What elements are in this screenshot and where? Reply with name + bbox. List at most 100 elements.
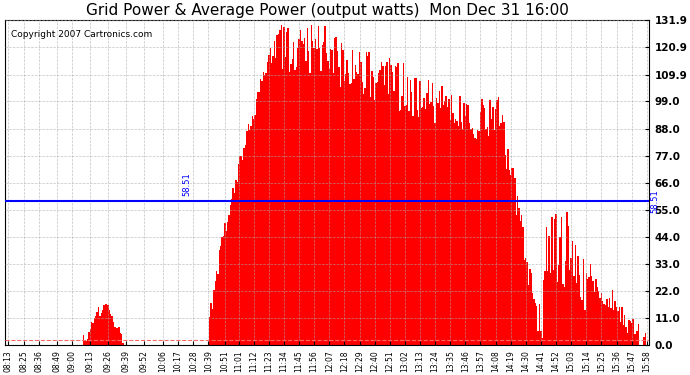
Bar	[518, 208, 520, 345]
Bar	[381, 62, 382, 345]
Bar	[474, 138, 475, 345]
Bar	[473, 134, 474, 345]
Bar	[382, 66, 384, 345]
Bar	[406, 105, 407, 345]
Bar	[299, 30, 301, 345]
Bar	[312, 40, 313, 345]
Bar	[450, 120, 451, 345]
Bar	[628, 320, 629, 345]
Bar	[94, 318, 95, 345]
Text: Copyright 2007 Cartronics.com: Copyright 2007 Cartronics.com	[12, 30, 152, 39]
Bar	[466, 104, 467, 345]
Bar	[467, 105, 469, 345]
Bar	[255, 115, 256, 345]
Bar	[270, 48, 271, 345]
Bar	[253, 119, 255, 345]
Bar	[526, 262, 528, 345]
Bar	[112, 316, 113, 345]
Bar	[327, 61, 328, 345]
Bar	[435, 123, 436, 345]
Bar	[507, 149, 509, 345]
Bar	[260, 80, 262, 345]
Bar	[304, 38, 305, 345]
Bar	[546, 227, 547, 345]
Bar	[572, 241, 573, 345]
Bar	[551, 217, 553, 345]
Bar	[460, 122, 462, 345]
Bar	[113, 322, 115, 345]
Bar	[547, 271, 549, 345]
Bar	[424, 98, 425, 345]
Bar	[514, 178, 515, 345]
Bar	[521, 215, 522, 345]
Bar	[226, 231, 227, 345]
Bar	[573, 276, 575, 345]
Bar	[442, 86, 443, 345]
Bar	[544, 270, 546, 345]
Bar	[310, 25, 312, 345]
Bar	[241, 156, 242, 345]
Bar	[231, 199, 233, 345]
Bar	[587, 279, 589, 345]
Bar	[346, 60, 348, 345]
Bar	[495, 109, 496, 345]
Bar	[397, 63, 399, 345]
Bar	[502, 115, 503, 345]
Bar	[285, 57, 286, 345]
Bar	[216, 271, 217, 345]
Bar	[604, 304, 605, 345]
Bar	[643, 337, 644, 345]
Bar	[324, 26, 326, 345]
Bar	[219, 250, 220, 345]
Bar	[396, 67, 397, 345]
Bar	[503, 122, 504, 345]
Bar	[535, 303, 536, 345]
Bar	[333, 73, 334, 345]
Bar	[554, 219, 555, 345]
Bar	[91, 322, 92, 345]
Bar	[425, 109, 426, 345]
Bar	[531, 273, 532, 345]
Bar	[528, 285, 529, 345]
Bar	[429, 104, 431, 345]
Bar	[374, 100, 375, 345]
Bar	[448, 99, 450, 345]
Bar	[593, 281, 594, 345]
Bar	[267, 62, 268, 345]
Bar	[302, 44, 304, 345]
Bar	[101, 314, 102, 345]
Bar	[583, 259, 584, 345]
Bar	[500, 123, 502, 345]
Bar	[635, 334, 636, 345]
Bar	[415, 78, 417, 345]
Bar	[248, 124, 249, 345]
Bar	[499, 126, 500, 345]
Bar	[533, 299, 535, 345]
Bar	[106, 304, 108, 345]
Bar	[475, 139, 477, 345]
Bar	[392, 72, 393, 345]
Bar	[491, 119, 492, 345]
Bar	[228, 215, 230, 345]
Bar	[364, 87, 366, 345]
Bar	[115, 327, 116, 345]
Bar	[605, 305, 607, 345]
Bar	[629, 321, 631, 345]
Bar	[282, 69, 284, 345]
Bar	[116, 328, 117, 345]
Bar	[632, 319, 633, 345]
Bar	[356, 72, 357, 345]
Bar	[444, 100, 446, 345]
Bar	[456, 121, 457, 345]
Bar	[617, 311, 618, 345]
Bar	[540, 331, 542, 345]
Bar	[123, 343, 124, 345]
Bar	[235, 180, 237, 345]
Bar	[463, 103, 464, 345]
Bar	[451, 95, 452, 345]
Bar	[557, 282, 558, 345]
Bar	[262, 81, 263, 345]
Bar	[422, 107, 424, 345]
Bar	[575, 245, 576, 345]
Bar	[359, 52, 360, 345]
